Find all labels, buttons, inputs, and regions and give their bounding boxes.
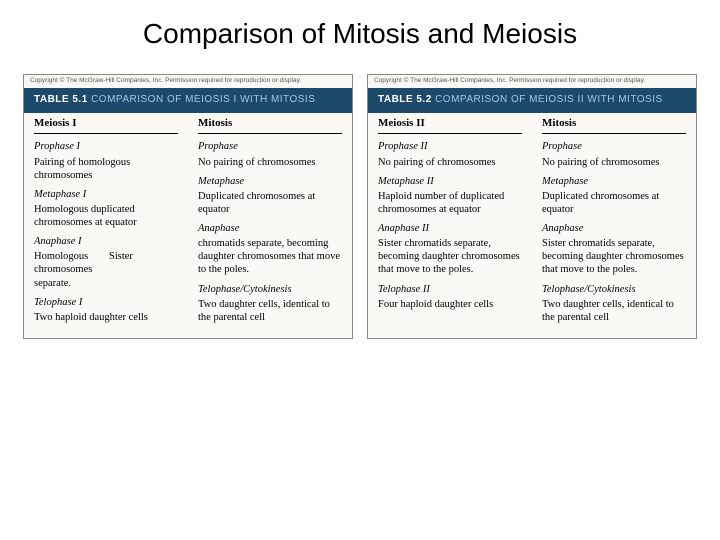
phase-label: Metaphase I <box>34 188 178 201</box>
col-head: Mitosis <box>542 117 686 135</box>
phase-desc: Four haploid daughter cells <box>378 298 522 311</box>
phase-label: Prophase I <box>34 140 178 153</box>
table-5-1: Copyright © The McGraw-Hill Companies, I… <box>23 74 353 339</box>
phase-label: Telophase I <box>34 296 178 309</box>
phase-label: Anaphase <box>198 222 342 235</box>
phase-desc: No pairing of chromosomes <box>542 156 686 169</box>
table-number: TABLE 5.2 <box>378 94 432 105</box>
phase-label: Metaphase II <box>378 175 522 188</box>
table-5-2: Copyright © The McGraw-Hill Companies, I… <box>367 74 697 339</box>
phase-desc: chromatids separate, becoming daughter c… <box>198 237 342 276</box>
phase-desc: Homologous duplicated chromosomes at equ… <box>34 203 178 229</box>
phase-desc: Two daughter cells, identical to the par… <box>542 298 686 324</box>
table-5-1-header: TABLE 5.1 COMPARISON OF MEIOSIS I WITH M… <box>24 88 352 113</box>
phase-label: Metaphase <box>542 175 686 188</box>
col-mitosis: Mitosis Prophase No pairing of chromosom… <box>532 113 696 338</box>
phase-label: Anaphase I <box>34 235 178 248</box>
phase-desc: No pairing of chromosomes <box>378 156 522 169</box>
phase-desc: Sister chromatids separate, becoming dau… <box>542 237 686 276</box>
page-title: Comparison of Mitosis and Meiosis <box>20 18 700 50</box>
phase-label: Telophase/Cytokinesis <box>542 283 686 296</box>
phase-desc-split: Homologous chromosomes separate. Sister <box>34 250 178 289</box>
phase-label: Prophase <box>198 140 342 153</box>
phase-desc: Two haploid daughter cells <box>34 311 178 324</box>
col-meiosis-i: Meiosis I Prophase I Pairing of homologo… <box>24 113 188 338</box>
table-caption: COMPARISON OF MEIOSIS I WITH MITOSIS <box>91 94 315 105</box>
phase-desc: Pairing of homologous chromosomes <box>34 156 178 182</box>
phase-label: Prophase <box>542 140 686 153</box>
copyright-line: Copyright © The McGraw-Hill Companies, I… <box>368 75 696 88</box>
copyright-line: Copyright © The McGraw-Hill Companies, I… <box>24 75 352 88</box>
phase-label: Prophase II <box>378 140 522 153</box>
col-head: Meiosis I <box>34 117 178 135</box>
phase-label: Metaphase <box>198 175 342 188</box>
phase-desc: Duplicated chromosomes at equator <box>542 190 686 216</box>
phase-desc: Two daughter cells, identical to the par… <box>198 298 342 324</box>
table-number: TABLE 5.1 <box>34 94 88 105</box>
col-head: Mitosis <box>198 117 342 135</box>
desc-left: Homologous chromosomes separate. <box>34 250 103 289</box>
phase-label: Telophase/Cytokinesis <box>198 283 342 296</box>
phase-desc: Haploid number of duplicated chromosomes… <box>378 190 522 216</box>
phase-desc: No pairing of chromosomes <box>198 156 342 169</box>
col-head: Meiosis II <box>378 117 522 135</box>
phase-label: Telophase II <box>378 283 522 296</box>
phase-desc: Sister chromatids separate, becoming dau… <box>378 237 522 276</box>
table-caption: COMPARISON OF MEIOSIS II WITH MITOSIS <box>435 94 663 105</box>
table-5-2-body: Meiosis II Prophase II No pairing of chr… <box>368 113 696 338</box>
phase-label: Anaphase II <box>378 222 522 235</box>
phase-label: Anaphase <box>542 222 686 235</box>
col-meiosis-ii: Meiosis II Prophase II No pairing of chr… <box>368 113 532 338</box>
desc-right: Sister <box>109 250 178 289</box>
phase-desc: Duplicated chromosomes at equator <box>198 190 342 216</box>
tables-container: Copyright © The McGraw-Hill Companies, I… <box>20 74 700 339</box>
table-5-1-body: Meiosis I Prophase I Pairing of homologo… <box>24 113 352 338</box>
col-mitosis: Mitosis Prophase No pairing of chromosom… <box>188 113 352 338</box>
table-5-2-header: TABLE 5.2 COMPARISON OF MEIOSIS II WITH … <box>368 88 696 113</box>
